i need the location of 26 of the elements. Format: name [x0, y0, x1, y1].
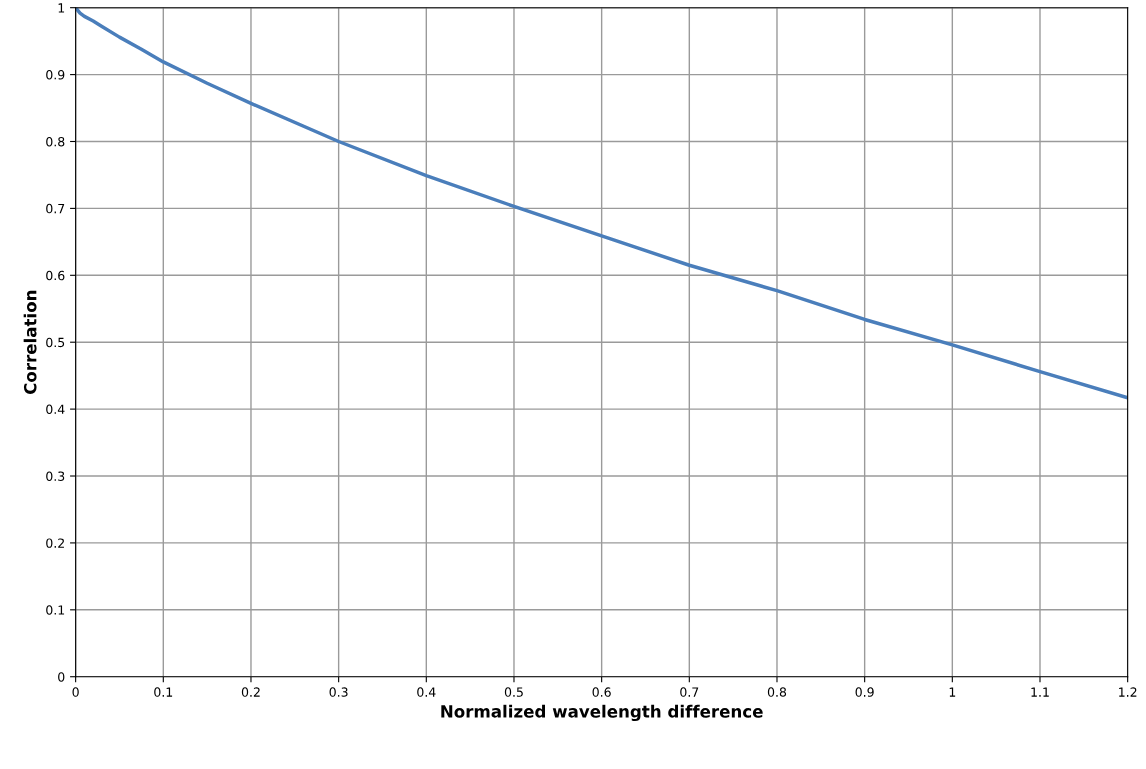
- y-tick-label: 0.9: [46, 70, 65, 80]
- y-tick-label: 0.6: [46, 270, 65, 281]
- y-tick-label: 0.3: [46, 471, 65, 481]
- y-tick-label: 0: [58, 672, 65, 682]
- x-tick-label: 0.7: [680, 687, 699, 697]
- x-tick-label: 0.1: [154, 687, 173, 697]
- x-tick-label: 0.3: [329, 687, 348, 697]
- y-tick-label: 0.4: [46, 404, 65, 415]
- x-tick-label: 0: [72, 687, 79, 697]
- x-axis-title: Normalized wavelength difference: [441, 704, 763, 722]
- x-tick-label: 0.8: [767, 687, 787, 697]
- y-tick-label: 0.5: [46, 337, 65, 348]
- y-axis-title: Correlation: [23, 290, 37, 395]
- x-tick-label: 0.4: [417, 687, 436, 697]
- y-tick-label: 1: [58, 3, 65, 13]
- x-tick-label: 1: [949, 687, 956, 697]
- y-tick-label: 0.8: [46, 136, 65, 147]
- x-tick-label: 0.5: [504, 687, 523, 697]
- x-tick-label: 1.2: [1119, 687, 1137, 697]
- x-tick-label: 0.6: [592, 687, 611, 697]
- x-tick-label: 0.9: [855, 687, 874, 697]
- x-tick-label: 0.2: [241, 687, 260, 697]
- y-tick-label: 0.7: [46, 203, 65, 214]
- x-tick-label: 1.1: [1031, 687, 1049, 697]
- y-tick-label: 0.2: [46, 538, 64, 548]
- y-tick-label: 0.1: [46, 605, 65, 615]
